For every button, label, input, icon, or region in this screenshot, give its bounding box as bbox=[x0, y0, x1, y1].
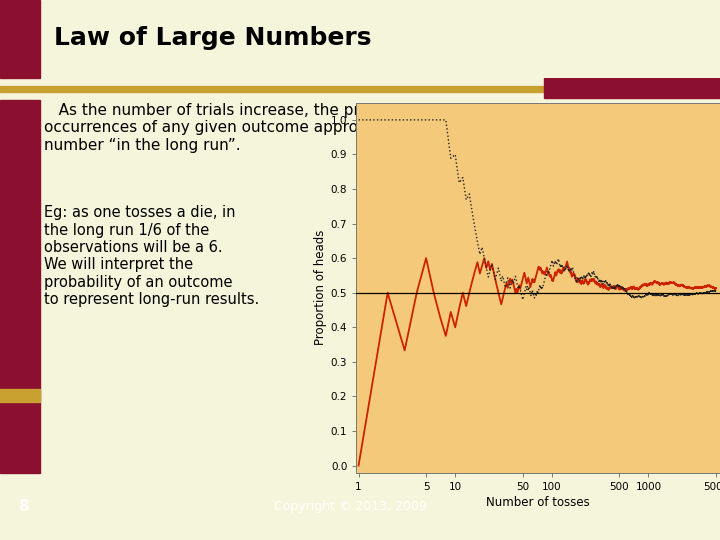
Bar bbox=[0, 86, 544, 92]
Text: Eg: as one tosses a die, in
the long run 1/6 of the
observations will be a 6.
We: Eg: as one tosses a die, in the long run… bbox=[43, 205, 258, 307]
Text: Law of Large Numbers: Law of Large Numbers bbox=[54, 25, 372, 50]
Bar bbox=[0, 200, 40, 472]
Text: As the number of trials increase, the proportion of
occurrences of any given out: As the number of trials increase, the pr… bbox=[43, 103, 495, 153]
Y-axis label: Proportion of heads: Proportion of heads bbox=[314, 230, 327, 345]
X-axis label: Number of tosses: Number of tosses bbox=[486, 496, 590, 509]
Bar bbox=[544, 78, 720, 98]
Bar bbox=[0, 389, 40, 402]
Text: 8: 8 bbox=[18, 499, 29, 514]
Bar bbox=[0, 100, 40, 200]
Text: Copyright © 2013, 2009: Copyright © 2013, 2009 bbox=[274, 500, 426, 513]
Bar bbox=[0, 0, 40, 78]
